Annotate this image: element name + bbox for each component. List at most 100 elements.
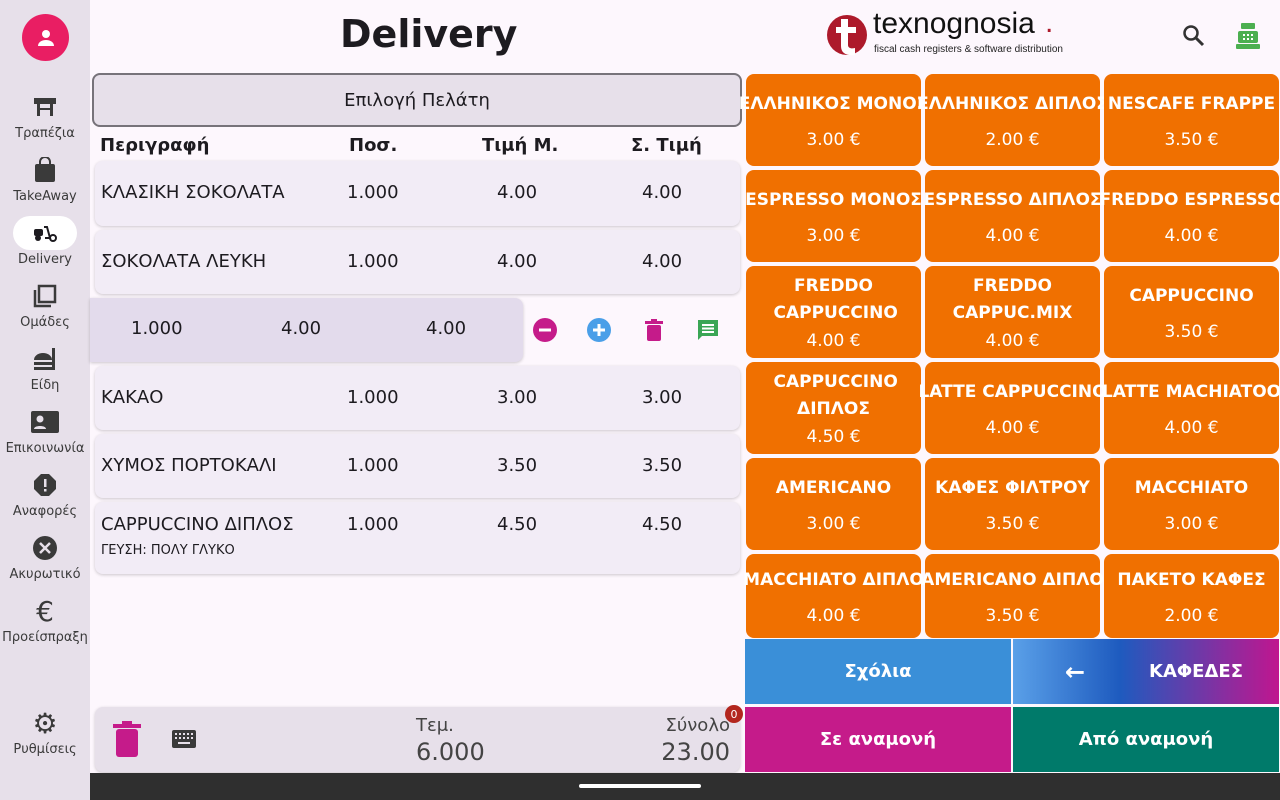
hold-button[interactable]: Σε αναμονή: [745, 707, 1011, 772]
product-price: 3.00 €: [806, 129, 861, 150]
product-button[interactable]: AMERICANO 3.00 €: [746, 458, 921, 550]
product-name: LATTE MACHIATOO: [1101, 381, 1280, 402]
product-name: AMERICANO ΔΙΠΛΟ: [921, 569, 1104, 590]
product-price: 4.00 €: [985, 417, 1040, 438]
cash-register-icon[interactable]: [1236, 23, 1260, 53]
select-customer-button[interactable]: Επιλογή Πελάτη: [92, 73, 742, 127]
order-footer: Τεμ. 6.000 Σύνολο 23.00: [95, 707, 740, 772]
sidebar-item-reports[interactable]: Αναφορές: [0, 468, 90, 519]
sidebar-label: Ομάδες: [20, 315, 70, 330]
sidebar-item-prepayment[interactable]: € Προείσπραξη: [0, 594, 90, 646]
product-name: CAPPUCCINO ΔΙΠΛΟΣ: [773, 372, 898, 419]
product-button[interactable]: CAPPUCCINO 3.50 €: [1104, 266, 1279, 358]
product-price: 3.00 €: [806, 225, 861, 246]
order-row-swiped[interactable]: 1.000 4.00 4.00: [90, 298, 523, 362]
product-button[interactable]: ΠΑΚΕΤΟ ΚΑΦΕΣ 2.00 €: [1104, 554, 1279, 638]
arrow-back-icon: ←: [1065, 657, 1086, 686]
comment-icon[interactable]: [695, 317, 721, 343]
comments-button[interactable]: Σχόλια: [745, 639, 1011, 704]
order-row[interactable]: CAPPUCCINO ΔΙΠΛΟΣ 1.000 4.50 4.50 ΓΕΥΣΗ: ΠΟΛ…: [95, 502, 740, 574]
decrease-qty-icon[interactable]: [532, 317, 558, 343]
search-icon[interactable]: [1182, 24, 1206, 52]
column-header-description: Περιγραφή: [100, 135, 210, 156]
product-price: 4.50 €: [806, 427, 861, 447]
home-gesture-handle[interactable]: [579, 784, 701, 788]
delete-item-icon[interactable]: [641, 317, 667, 343]
product-price: 4.00 €: [806, 331, 861, 351]
sidebar-label: Delivery: [18, 252, 72, 267]
product-name: ΕΛΛΗΝΙΚΟΣ ΜΟΝΟΣ: [738, 93, 929, 114]
product-name: MACCHIATO: [1134, 477, 1249, 498]
keyboard-icon[interactable]: [172, 730, 196, 752]
item-note: ΓΕΥΣΗ: ΠΟΛΥ ΓΛΥΚΟ: [101, 543, 235, 558]
product-button[interactable]: MACCHIATO 3.00 €: [1104, 458, 1279, 550]
product-button[interactable]: ESPRESSO ΔΙΠΛΟΣ 4.00 €: [923, 170, 1102, 262]
product-button[interactable]: LATTE CAPPUCCINO 4.00 €: [918, 362, 1107, 454]
sidebar-label: Ακυρωτικό: [9, 567, 81, 582]
product-button[interactable]: FREDDO CAPPUC.MIX 4.00 €: [925, 266, 1100, 358]
sidebar-item-takeaway[interactable]: TakeAway: [0, 153, 90, 204]
gear-icon: ⚙: [32, 706, 58, 740]
product-name: ΕΛΛΗΝΙΚΟΣ ΔΙΠΛΟΣ: [917, 93, 1108, 114]
product-button[interactable]: ΕΛΛΗΝΙΚΟΣ ΜΟΝΟΣ 3.00 €: [739, 74, 928, 166]
category-label: ΚΑΦΕΔΕΣ: [1149, 661, 1243, 682]
report-icon: [13, 468, 77, 502]
items-label: Τεμ.: [416, 715, 454, 736]
notification-badge: 0: [725, 705, 743, 723]
product-price: 3.50 €: [1164, 321, 1219, 342]
cancel-icon: [13, 531, 77, 565]
product-button[interactable]: FREDDO CAPPUCCINO 4.00 €: [746, 266, 921, 358]
increase-qty-icon[interactable]: [586, 317, 612, 343]
product-button[interactable]: FREDDO ESPRESSO 4.00 €: [1099, 170, 1280, 262]
product-price: 4.00 €: [806, 605, 861, 626]
order-row[interactable]: ΧΥΜΟΣ ΠΟΡΤΟΚΑΛΙ 1.000 3.50 3.50: [95, 434, 740, 498]
sidebar-item-settings[interactable]: ⚙ Ρυθμίσεις: [0, 706, 90, 758]
product-name: FREDDO CAPPUCCINO: [773, 276, 898, 323]
category-button[interactable]: ← ΚΑΦΕΔΕΣ: [1013, 639, 1279, 704]
user-avatar[interactable]: [22, 14, 69, 61]
order-row[interactable]: ΚΑΚΑΟ 1.000 3.00 3.00: [95, 366, 740, 430]
product-price: 2.00 €: [985, 129, 1040, 150]
sidebar-item-delivery[interactable]: Delivery: [0, 216, 90, 267]
column-header-total: Σ. Τιμή: [631, 135, 702, 156]
order-row[interactable]: ΣΟΚΟΛΑΤΑ ΛΕΥΚΗ 1.000 4.00 4.00: [95, 230, 740, 294]
product-button[interactable]: CAPPUCCINO ΔΙΠΛΟΣ 4.50 €: [746, 362, 921, 454]
clear-order-icon[interactable]: [113, 721, 141, 761]
sidebar-label: Επικοινωνία: [5, 441, 85, 456]
product-name: NESCAFE FRAPPE: [1107, 93, 1276, 114]
sidebar-label: TakeAway: [13, 189, 77, 204]
product-name: FREDDO ESPRESSO: [1099, 189, 1280, 210]
total-value: 23.00: [661, 738, 730, 766]
product-name: ΚΑΦΕΣ ΦΙΛΤΡΟΥ: [935, 477, 1090, 498]
product-name: AMERICANO: [775, 477, 892, 498]
product-name: CAPPUCCINO: [1129, 285, 1254, 306]
sidebar-item-cancel[interactable]: Ακυρωτικό: [0, 531, 90, 582]
fastfood-icon: [13, 342, 77, 376]
sidebar-label: Αναφορές: [12, 504, 78, 519]
column-header-qty: Ποσ.: [349, 135, 398, 156]
sidebar-label: Είδη: [30, 378, 60, 393]
product-name: ΠΑΚΕΤΟ ΚΑΦΕΣ: [1117, 569, 1266, 590]
sidebar-item-tables[interactable]: Τραπέζια: [0, 90, 90, 141]
product-price: 4.00 €: [985, 225, 1040, 246]
product-name: LATTE CAPPUCCINO: [918, 381, 1107, 402]
product-price: 3.50 €: [985, 513, 1040, 534]
product-name: ESPRESSO ΔΙΠΛΟΣ: [923, 189, 1102, 210]
product-button[interactable]: ΕΛΛΗΝΙΚΟΣ ΔΙΠΛΟΣ 2.00 €: [917, 74, 1108, 166]
product-button[interactable]: AMERICANO ΔΙΠΛΟ 3.50 €: [921, 554, 1104, 638]
from-hold-button[interactable]: Από αναμονή: [1013, 707, 1279, 772]
sidebar-item-items[interactable]: Είδη: [0, 342, 90, 393]
items-count: 6.000: [416, 738, 485, 766]
shopping-bag-icon: [13, 153, 77, 187]
product-button[interactable]: LATTE MACHIATOO 4.00 €: [1101, 362, 1280, 454]
product-price: 3.50 €: [985, 605, 1040, 626]
sidebar: Τραπέζια TakeAway Delivery Ομάδες Είδη Ε…: [0, 0, 90, 800]
sidebar-label: Προείσπραξη: [2, 630, 88, 645]
sidebar-item-groups[interactable]: Ομάδες: [0, 279, 90, 330]
product-button[interactable]: ΚΑΦΕΣ ΦΙΛΤΡΟΥ 3.50 €: [925, 458, 1100, 550]
product-button[interactable]: MACCHIATO ΔΙΠΛΟ 4.00 €: [743, 554, 924, 638]
sidebar-item-contact[interactable]: Επικοινωνία: [0, 405, 90, 456]
product-button[interactable]: NESCAFE FRAPPE 3.50 €: [1104, 74, 1279, 166]
order-row[interactable]: ΚΛΑΣΙΚΗ ΣΟΚΟΛΑΤΑ 1.000 4.00 4.00: [95, 161, 740, 226]
product-button[interactable]: ESPRESSO ΜΟΝΟΣ 3.00 €: [745, 170, 922, 262]
